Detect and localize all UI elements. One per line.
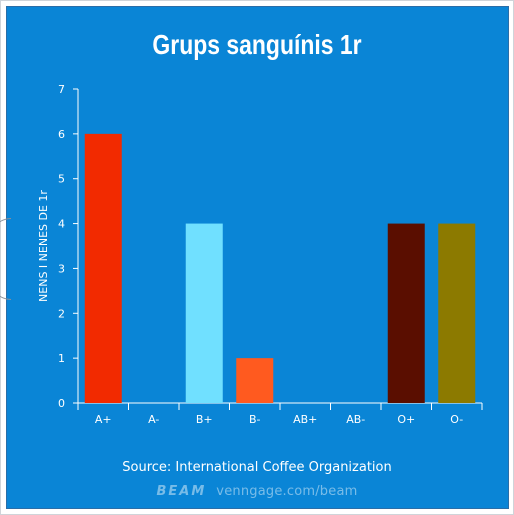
y-tick-labels: 0 1 2 3 4 5 6 7 <box>58 83 65 410</box>
x-tick-label: O+ <box>397 413 415 426</box>
y-tick-label: 1 <box>58 352 65 365</box>
branding-url: venngage.com/beam <box>216 484 358 499</box>
y-tick-label: 6 <box>58 128 65 141</box>
x-tick-label: B+ <box>196 413 213 426</box>
x-tick-label: A+ <box>95 413 112 426</box>
x-tick-label: O- <box>450 413 463 426</box>
y-tick-label: 2 <box>58 307 65 320</box>
x-tick-label: AB- <box>346 413 365 426</box>
source-note: Source: International Coffee Organizatio… <box>122 460 392 475</box>
x-tick-labels: A+ A- B+ B- AB+ AB- O+ O- <box>95 413 463 426</box>
branding-footer: BEAM venngage.com/beam <box>0 484 514 499</box>
y-tick-label: 5 <box>58 173 65 186</box>
bar-a-negpos <box>84 133 122 403</box>
y-tick-label: 0 <box>58 397 65 410</box>
x-tick-label: B- <box>249 413 261 426</box>
y-tick-label: 3 <box>58 262 65 275</box>
x-tick-label: AB+ <box>293 413 317 426</box>
bar-series <box>84 133 476 403</box>
panel-edge-handle <box>0 218 11 300</box>
y-tick-label: 7 <box>58 83 65 96</box>
y-axis-label: NENS I NENES DE 1r <box>37 190 50 302</box>
bar-o-neg <box>438 223 476 403</box>
bar-b-neg <box>236 358 274 403</box>
y-tick-label: 4 <box>58 218 65 231</box>
bar-o-negpos <box>387 223 425 403</box>
chart-title: Grups sanguínis 1r <box>152 30 361 61</box>
beam-logo: BEAM <box>156 484 207 499</box>
bar-b-negpos <box>185 223 223 403</box>
x-tick-label: A- <box>148 413 159 426</box>
